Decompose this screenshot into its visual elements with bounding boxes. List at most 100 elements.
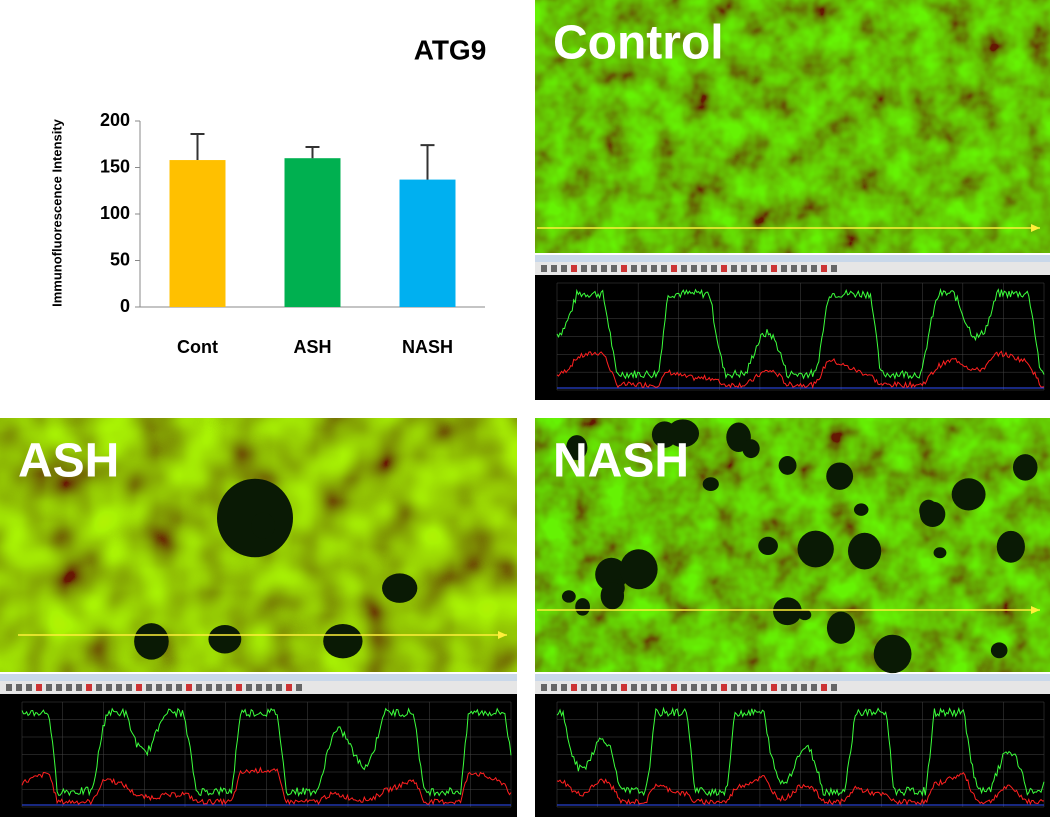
toolbar-icon (641, 684, 647, 691)
toolbar-icon (811, 684, 817, 691)
toolbar-icon (206, 684, 212, 691)
toolbar-icon (601, 684, 607, 691)
toolbar-icon (721, 265, 727, 272)
micrograph-texture (535, 0, 1050, 253)
toolbar-icon (691, 684, 697, 691)
toolbar-icon (631, 684, 637, 691)
profile-green-trace (556, 706, 1045, 798)
toolbar-icon (711, 265, 717, 272)
vacuole (619, 549, 658, 590)
toolbar-icon (671, 265, 677, 272)
profile-red-trace (556, 771, 1045, 806)
error-bar (190, 133, 205, 161)
toolbar-icon (581, 265, 587, 272)
profile-green-trace (21, 707, 512, 797)
toolbar-icon (651, 684, 657, 691)
toolbar-icon (811, 265, 817, 272)
toolbar-icon (56, 684, 62, 691)
y-tick-label: 150 (100, 156, 130, 176)
toolbar-icon (256, 684, 262, 691)
vacuole (1012, 454, 1038, 481)
toolbar-icon (781, 684, 787, 691)
vacuole (134, 623, 169, 660)
vacuole (873, 634, 912, 674)
toolbar-icon (601, 265, 607, 272)
toolbar-icon (681, 265, 687, 272)
vacuole (758, 536, 778, 556)
vacuole (561, 590, 576, 603)
vacuole (773, 597, 802, 626)
vacuole (575, 598, 590, 616)
bar (169, 160, 226, 307)
toolbar-icon (771, 684, 777, 691)
toolbar-icon (581, 684, 587, 691)
profile-window (535, 255, 1050, 400)
toolbar-icon (196, 684, 202, 691)
toolbar-icon (671, 684, 677, 691)
vacuole (990, 642, 1008, 659)
toolbar-icon (591, 265, 597, 272)
bar (284, 158, 341, 307)
vacuole (208, 624, 242, 654)
profile-titlebar (0, 674, 517, 681)
toolbar-icon (46, 684, 52, 691)
y-tick-label: 200 (100, 110, 130, 130)
toolbar-icon (621, 684, 627, 691)
toolbar-icon (741, 684, 747, 691)
vacuole (996, 530, 1025, 563)
toolbar-icon (36, 684, 42, 691)
toolbar-icon (761, 684, 767, 691)
arrow-head (498, 631, 507, 639)
y-tick-label: 0 (120, 296, 130, 316)
toolbar-icon (591, 684, 597, 691)
toolbar-icon (721, 684, 727, 691)
toolbar-icon (751, 265, 757, 272)
toolbar-icon (681, 684, 687, 691)
toolbar-icon (691, 265, 697, 272)
vacuole (382, 573, 418, 603)
toolbar-icon (621, 265, 627, 272)
toolbar-icon (126, 684, 132, 691)
y-tick-label: 100 (100, 203, 130, 223)
toolbar-icon (741, 265, 747, 272)
toolbar-icon (106, 684, 112, 691)
vacuole (933, 547, 947, 559)
vacuole (566, 435, 588, 461)
profile-window (535, 674, 1050, 817)
toolbar-icon (236, 684, 242, 691)
toolbar-icon (16, 684, 22, 691)
toolbar-icon (176, 684, 182, 691)
toolbar-icon (541, 684, 547, 691)
toolbar-icon (661, 265, 667, 272)
x-tick-label: ASH (293, 337, 331, 357)
toolbar-icon (286, 684, 292, 691)
panel-label: NASH (553, 435, 689, 488)
toolbar-icon (96, 684, 102, 691)
x-tick-label: NASH (402, 337, 453, 357)
toolbar-icon (821, 265, 827, 272)
toolbar-icon (246, 684, 252, 691)
profile-red-trace (21, 766, 512, 807)
toolbar-icon (701, 684, 707, 691)
profile-titlebar (535, 255, 1050, 262)
panel-label: ASH (18, 435, 119, 488)
toolbar-icon (631, 265, 637, 272)
vacuole (826, 611, 856, 644)
vacuole (826, 462, 854, 490)
toolbar-icon (551, 265, 557, 272)
toolbar-icon (781, 265, 787, 272)
toolbar-icon (801, 265, 807, 272)
vacuole (951, 478, 986, 511)
toolbar-icon (731, 265, 737, 272)
toolbar-icon (76, 684, 82, 691)
toolbar-icon (266, 684, 272, 691)
vacuole (853, 503, 869, 516)
toolbar-icon (821, 684, 827, 691)
error-bar (420, 144, 435, 180)
toolbar-icon (761, 265, 767, 272)
arrow-head (1031, 606, 1040, 614)
x-tick-label: Cont (177, 337, 218, 357)
toolbar-icon (831, 684, 837, 691)
toolbar-icon (26, 684, 32, 691)
